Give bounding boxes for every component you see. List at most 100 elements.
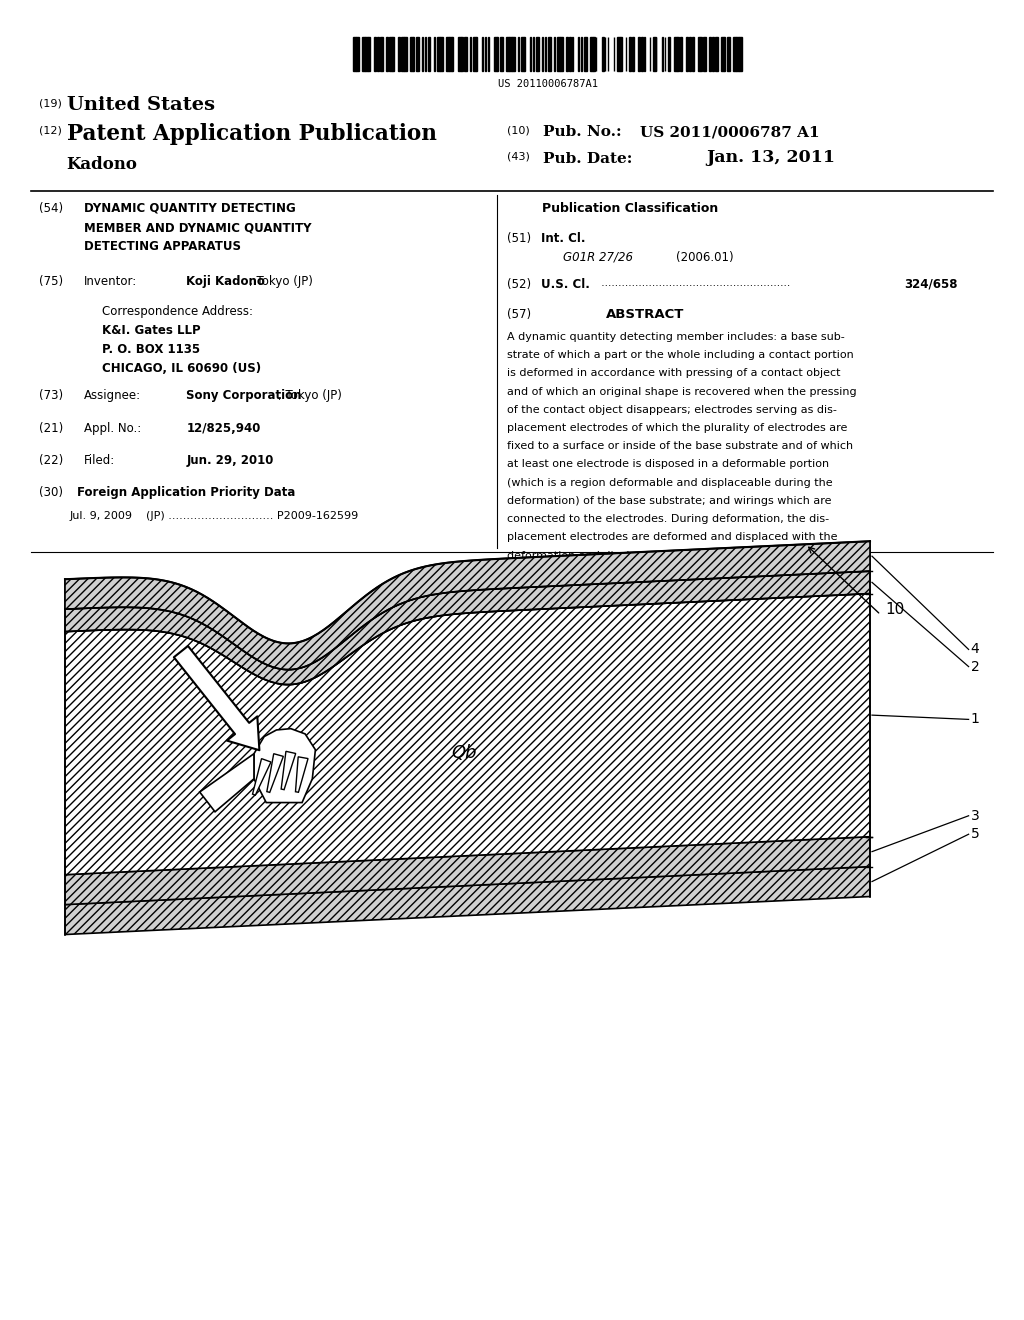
Text: (73): (73) bbox=[39, 389, 63, 403]
Text: A dynamic quantity detecting member includes: a base sub-: A dynamic quantity detecting member incl… bbox=[507, 333, 845, 342]
Text: Qb: Qb bbox=[451, 744, 476, 763]
Bar bbox=[470, 37, 471, 71]
Bar bbox=[584, 37, 587, 71]
Bar bbox=[512, 37, 515, 71]
Text: Kadono: Kadono bbox=[67, 156, 137, 173]
FancyArrowPatch shape bbox=[174, 645, 259, 750]
Text: (22): (22) bbox=[39, 454, 63, 467]
Bar bbox=[450, 37, 452, 71]
Text: Inventor:: Inventor: bbox=[84, 276, 137, 288]
Text: is deformed in accordance with pressing of a contact object: is deformed in accordance with pressing … bbox=[507, 368, 841, 379]
Polygon shape bbox=[200, 754, 254, 812]
Text: , Tokyo (JP): , Tokyo (JP) bbox=[279, 389, 342, 403]
Bar bbox=[629, 37, 631, 71]
Bar bbox=[736, 37, 739, 71]
Bar bbox=[461, 37, 463, 71]
Polygon shape bbox=[282, 751, 296, 789]
Text: US 20110006787A1: US 20110006787A1 bbox=[498, 79, 598, 90]
Text: ABSTRACT: ABSTRACT bbox=[606, 308, 684, 321]
Text: deformation) of the base substrate; and wirings which are: deformation) of the base substrate; and … bbox=[507, 496, 831, 506]
Text: Pub. No.:: Pub. No.: bbox=[543, 125, 622, 140]
Bar bbox=[404, 37, 407, 71]
Text: deformable portion are detected as a variation in capacitance: deformable portion are detected as a var… bbox=[507, 605, 853, 615]
Polygon shape bbox=[253, 759, 271, 795]
Text: (52): (52) bbox=[507, 279, 531, 290]
Text: Sony Corporation: Sony Corporation bbox=[186, 389, 302, 403]
Polygon shape bbox=[65, 541, 870, 669]
Text: (57): (57) bbox=[507, 308, 531, 321]
Bar bbox=[733, 37, 736, 71]
Bar bbox=[620, 37, 622, 71]
Bar bbox=[356, 37, 359, 71]
Text: Jul. 9, 2009    (JP) ............................. P2009-162599: Jul. 9, 2009 (JP) ......................… bbox=[70, 511, 358, 521]
Text: K&I. Gates LLP: K&I. Gates LLP bbox=[102, 325, 201, 337]
Bar bbox=[380, 37, 383, 71]
Polygon shape bbox=[65, 572, 870, 685]
Bar bbox=[662, 37, 663, 71]
Text: at least one electrode is disposed in a deformable portion: at least one electrode is disposed in a … bbox=[507, 459, 829, 470]
Polygon shape bbox=[267, 754, 284, 792]
Bar bbox=[434, 37, 435, 71]
Text: connected to the electrodes. During deformation, the dis-: connected to the electrodes. During defo… bbox=[507, 513, 829, 524]
Bar bbox=[668, 37, 671, 71]
Polygon shape bbox=[65, 594, 870, 875]
Text: 2: 2 bbox=[971, 660, 979, 673]
Text: Jan. 13, 2011: Jan. 13, 2011 bbox=[707, 149, 836, 166]
Polygon shape bbox=[65, 867, 870, 935]
Polygon shape bbox=[296, 756, 308, 792]
Bar bbox=[554, 37, 555, 71]
Text: United States: United States bbox=[67, 96, 215, 115]
Bar bbox=[497, 37, 499, 71]
Bar bbox=[473, 37, 476, 71]
Text: ........................................................: ........................................… bbox=[598, 279, 791, 288]
Bar bbox=[677, 37, 679, 71]
Bar bbox=[536, 37, 539, 71]
Text: DETECTING APPARATUS: DETECTING APPARATUS bbox=[84, 240, 241, 253]
Bar bbox=[560, 37, 563, 71]
Bar bbox=[500, 37, 503, 71]
Bar bbox=[652, 37, 655, 71]
Text: 5: 5 bbox=[971, 828, 979, 841]
Text: between the electrodes.: between the electrodes. bbox=[507, 623, 642, 634]
Bar bbox=[458, 37, 461, 71]
Bar bbox=[616, 37, 620, 71]
Bar bbox=[566, 37, 568, 71]
Text: and of which an original shape is recovered when the pressing: and of which an original shape is recove… bbox=[507, 387, 856, 396]
Text: US 2011/0006787 A1: US 2011/0006787 A1 bbox=[640, 125, 819, 140]
Bar bbox=[464, 37, 467, 71]
Text: Assignee:: Assignee: bbox=[84, 389, 141, 403]
Bar bbox=[571, 37, 573, 71]
Bar bbox=[685, 37, 688, 71]
Bar bbox=[532, 37, 535, 71]
Bar bbox=[590, 37, 593, 71]
Text: 4: 4 bbox=[971, 643, 979, 656]
Bar bbox=[413, 37, 415, 71]
Bar bbox=[521, 37, 524, 71]
Bar bbox=[369, 37, 370, 71]
Text: G01R 27/26: G01R 27/26 bbox=[563, 251, 633, 264]
Text: 10: 10 bbox=[886, 602, 905, 618]
Bar bbox=[509, 37, 512, 71]
Text: Pub. Date:: Pub. Date: bbox=[543, 152, 632, 166]
Bar bbox=[386, 37, 388, 71]
Text: aging conductivity. The deformation and displacement of the: aging conductivity. The deformation and … bbox=[507, 587, 848, 597]
Bar bbox=[377, 37, 379, 71]
Text: (12): (12) bbox=[39, 125, 61, 136]
Text: fixed to a surface or inside of the base substrate and of which: fixed to a surface or inside of the base… bbox=[507, 441, 853, 451]
Bar bbox=[557, 37, 560, 71]
Bar bbox=[524, 37, 525, 71]
Bar bbox=[542, 37, 543, 71]
Text: (75): (75) bbox=[39, 276, 63, 288]
Bar bbox=[739, 37, 742, 71]
Bar bbox=[578, 37, 580, 71]
Text: 3: 3 bbox=[971, 809, 979, 822]
Bar bbox=[428, 37, 430, 71]
Bar bbox=[644, 37, 645, 71]
Bar bbox=[374, 37, 377, 71]
Bar bbox=[680, 37, 682, 71]
Bar bbox=[638, 37, 640, 71]
Bar bbox=[362, 37, 365, 71]
Text: strate of which a part or the whole including a contact portion: strate of which a part or the whole incl… bbox=[507, 350, 854, 360]
Bar bbox=[641, 37, 643, 71]
Bar bbox=[392, 37, 393, 71]
